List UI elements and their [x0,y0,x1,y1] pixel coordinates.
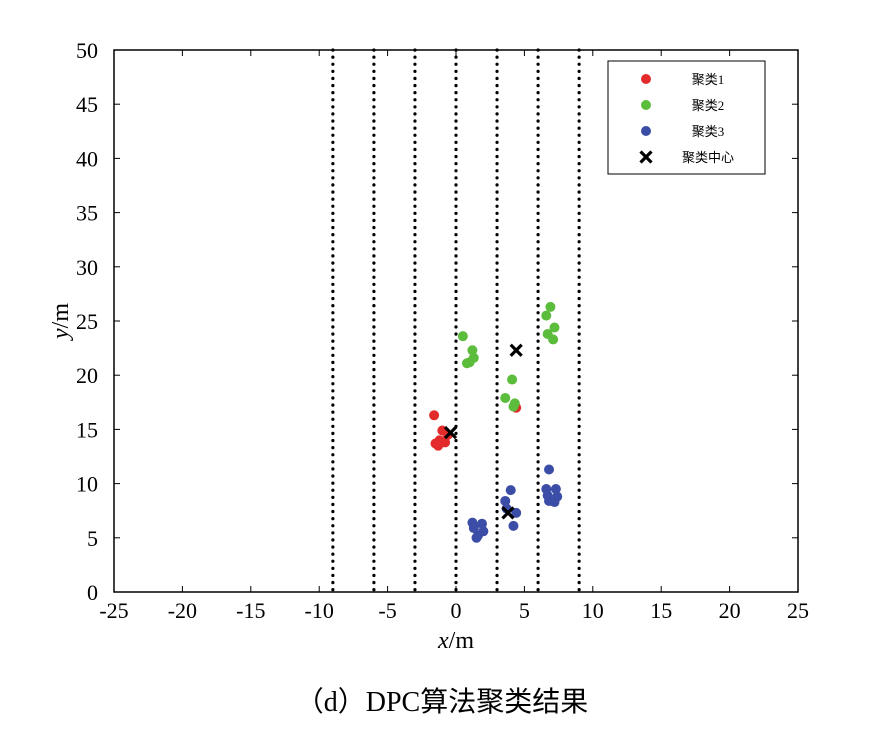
cluster-3-point [511,507,522,518]
y-axis-label-unit: /m [48,303,74,329]
legend-label: 聚类1 [692,72,725,87]
data-points [429,301,563,543]
x-tick-label: 15 [650,598,672,623]
cluster-3-point [550,484,561,495]
cluster-3-point [500,495,511,506]
cluster-3-point [468,523,479,534]
cluster-1-point [429,410,440,421]
cluster-3-point [544,464,555,475]
x-tick-label: -5 [378,598,396,623]
y-tick-label: 5 [87,526,98,551]
cluster-3-point [508,520,519,531]
y-tick-label: 20 [76,363,98,388]
y-tick-label: 50 [76,38,98,63]
cluster-center-marker [501,506,515,520]
cluster-center-marker [443,426,458,440]
cluster-2-point [507,374,518,385]
x-tick-label: 10 [582,598,604,623]
x-tick-label: -20 [168,598,197,623]
x-tick-label: 25 [787,598,809,623]
y-tick-label: 15 [76,417,98,442]
cluster-3-point [471,532,482,543]
legend-label: 聚类3 [692,124,725,139]
cluster-2-point [549,322,560,333]
y-axis-label: y/m [48,303,74,341]
figure-caption: （d）DPC算法聚类结果 [295,687,589,718]
axis-ticks: -25 -20 -15 -10 -5 0 5 10 15 20 25 0 5 10 15 20 25 30 35 40… [76,38,809,623]
cluster-3-point [476,518,487,529]
y-tick-label: 0 [87,580,98,605]
legend-label: 聚类中心 [682,150,734,165]
x-tick-label: 5 [519,598,530,623]
x-tick-label: 0 [451,598,462,623]
x-tick-label: 20 [719,598,741,623]
legend-label: 聚类2 [692,98,725,113]
legend-marker-center [639,150,653,164]
scatter-chart: -25 -20 -15 -10 -5 0 5 10 15 20 25 0 5 10 15 20 25 30 35 40… [48,38,809,654]
cluster-2-point [500,392,511,403]
legend-marker-1 [641,74,651,84]
y-tick-label: 10 [76,472,98,497]
y-tick-label: 40 [76,146,98,171]
x-axis-label: x/m [437,628,474,654]
cluster-2-point [548,334,559,345]
cluster-center-marker [509,343,523,357]
legend: 聚类1 聚类2 聚类3 聚类中心 [607,60,766,175]
cluster-2-point [467,345,478,356]
x-tick-label: -15 [236,598,265,623]
y-tick-label: 35 [76,201,98,226]
legend-marker-3 [641,126,651,136]
cluster-2-point [464,357,475,368]
cluster-1-point [433,440,444,451]
cluster-2-point [457,331,468,342]
cluster-3-point [505,485,516,496]
cluster-2-point [541,310,552,321]
cluster-3-point [549,497,560,508]
legend-marker-2 [641,100,651,110]
y-tick-label: 25 [76,309,98,334]
y-tick-label: 45 [76,92,98,117]
x-tick-label: -25 [99,598,128,623]
cluster-2-point [545,301,556,312]
legend-box [607,60,766,175]
cluster-2-point [508,401,519,412]
x-tick-label: -10 [305,598,334,623]
y-tick-label: 30 [76,255,98,280]
x-axis-label-variable: x [437,628,449,654]
x-axis-label-unit: /m [449,628,475,654]
y-axis-label-variable: y [48,328,74,341]
vertical-guide-lines [331,48,581,594]
